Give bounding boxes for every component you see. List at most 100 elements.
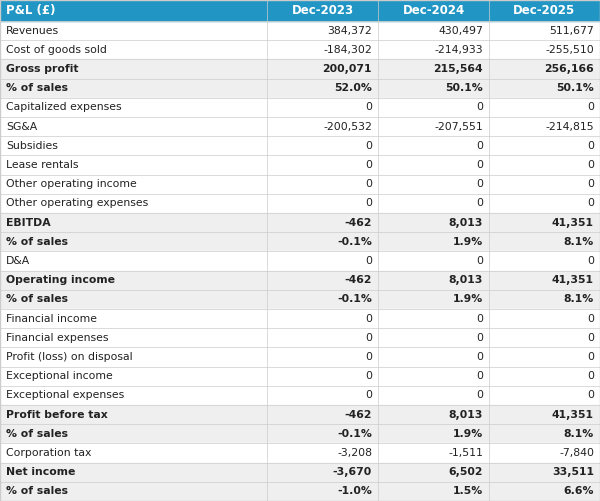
Text: -0.1%: -0.1% [337, 237, 372, 247]
Text: % of sales: % of sales [6, 83, 68, 93]
Text: 0: 0 [365, 256, 372, 266]
Text: % of sales: % of sales [6, 237, 68, 247]
Bar [378, 194, 489, 213]
Text: 0: 0 [365, 333, 372, 343]
Bar [489, 290, 600, 309]
Bar [267, 0, 378, 21]
Bar [0, 405, 267, 424]
Bar [378, 60, 489, 79]
Text: -184,302: -184,302 [323, 45, 372, 55]
Text: Operating income: Operating income [6, 275, 115, 285]
Bar [0, 386, 267, 405]
Bar [267, 405, 378, 424]
Bar [378, 309, 489, 328]
Text: 41,351: 41,351 [552, 275, 594, 285]
Bar [378, 40, 489, 60]
Bar [489, 347, 600, 367]
Text: 8.1%: 8.1% [564, 237, 594, 247]
Text: 0: 0 [587, 333, 594, 343]
Text: Other operating expenses: Other operating expenses [6, 198, 148, 208]
Text: Dec-2025: Dec-2025 [514, 4, 575, 17]
Text: % of sales: % of sales [6, 295, 68, 305]
Text: Exceptional income: Exceptional income [6, 371, 113, 381]
Text: -1,511: -1,511 [448, 448, 483, 458]
Text: 0: 0 [587, 352, 594, 362]
Text: 0: 0 [365, 160, 372, 170]
Bar [267, 424, 378, 443]
Text: 33,511: 33,511 [552, 467, 594, 477]
Bar [0, 328, 267, 347]
Bar [378, 21, 489, 40]
Bar [0, 462, 267, 482]
Text: 0: 0 [476, 314, 483, 324]
Bar [378, 252, 489, 271]
Bar [378, 117, 489, 136]
Text: -462: -462 [344, 275, 372, 285]
Text: 1.9%: 1.9% [453, 295, 483, 305]
Bar [378, 424, 489, 443]
Text: 0: 0 [365, 141, 372, 151]
Bar [489, 424, 600, 443]
Text: Other operating income: Other operating income [6, 179, 137, 189]
Text: 0: 0 [476, 179, 483, 189]
Bar [267, 40, 378, 60]
Bar [267, 328, 378, 347]
Text: Profit before tax: Profit before tax [6, 410, 108, 420]
Text: -462: -462 [344, 410, 372, 420]
Bar [489, 232, 600, 252]
Bar [0, 155, 267, 175]
Bar [267, 213, 378, 232]
Bar [489, 367, 600, 386]
Text: -1.0%: -1.0% [337, 486, 372, 496]
Text: -0.1%: -0.1% [337, 295, 372, 305]
Bar [267, 136, 378, 155]
Bar [0, 21, 267, 40]
Bar [489, 194, 600, 213]
Text: 0: 0 [476, 102, 483, 112]
Text: 41,351: 41,351 [552, 217, 594, 227]
Bar [0, 60, 267, 79]
Bar [267, 155, 378, 175]
Bar [378, 386, 489, 405]
Text: -214,933: -214,933 [434, 45, 483, 55]
Bar [267, 252, 378, 271]
Text: 384,372: 384,372 [327, 26, 372, 36]
Text: 511,677: 511,677 [549, 26, 594, 36]
Text: 0: 0 [476, 371, 483, 381]
Bar [267, 367, 378, 386]
Text: -0.1%: -0.1% [337, 429, 372, 439]
Bar [0, 232, 267, 252]
Text: 430,497: 430,497 [438, 26, 483, 36]
Bar [0, 443, 267, 462]
Text: Capitalized expenses: Capitalized expenses [6, 102, 122, 112]
Text: Corporation tax: Corporation tax [6, 448, 91, 458]
Bar [267, 98, 378, 117]
Text: Profit (loss) on disposal: Profit (loss) on disposal [6, 352, 133, 362]
Text: 0: 0 [587, 314, 594, 324]
Text: 8,013: 8,013 [449, 275, 483, 285]
Text: -7,840: -7,840 [559, 448, 594, 458]
Text: 1.5%: 1.5% [453, 486, 483, 496]
Text: -200,532: -200,532 [323, 122, 372, 132]
Text: Dec-2023: Dec-2023 [292, 4, 353, 17]
Text: 0: 0 [587, 256, 594, 266]
Bar [489, 40, 600, 60]
Bar [378, 405, 489, 424]
Bar [0, 290, 267, 309]
Text: 0: 0 [365, 371, 372, 381]
Text: -214,815: -214,815 [545, 122, 594, 132]
Text: 0: 0 [476, 160, 483, 170]
Text: 0: 0 [587, 141, 594, 151]
Text: 0: 0 [476, 198, 483, 208]
Text: % of sales: % of sales [6, 429, 68, 439]
Bar [267, 79, 378, 98]
Bar [378, 98, 489, 117]
Bar [267, 271, 378, 290]
Bar [489, 155, 600, 175]
Text: P&L (£): P&L (£) [6, 4, 56, 17]
Bar [0, 347, 267, 367]
Bar [378, 175, 489, 194]
Bar [378, 155, 489, 175]
Bar [0, 136, 267, 155]
Text: Gross profit: Gross profit [6, 64, 79, 74]
